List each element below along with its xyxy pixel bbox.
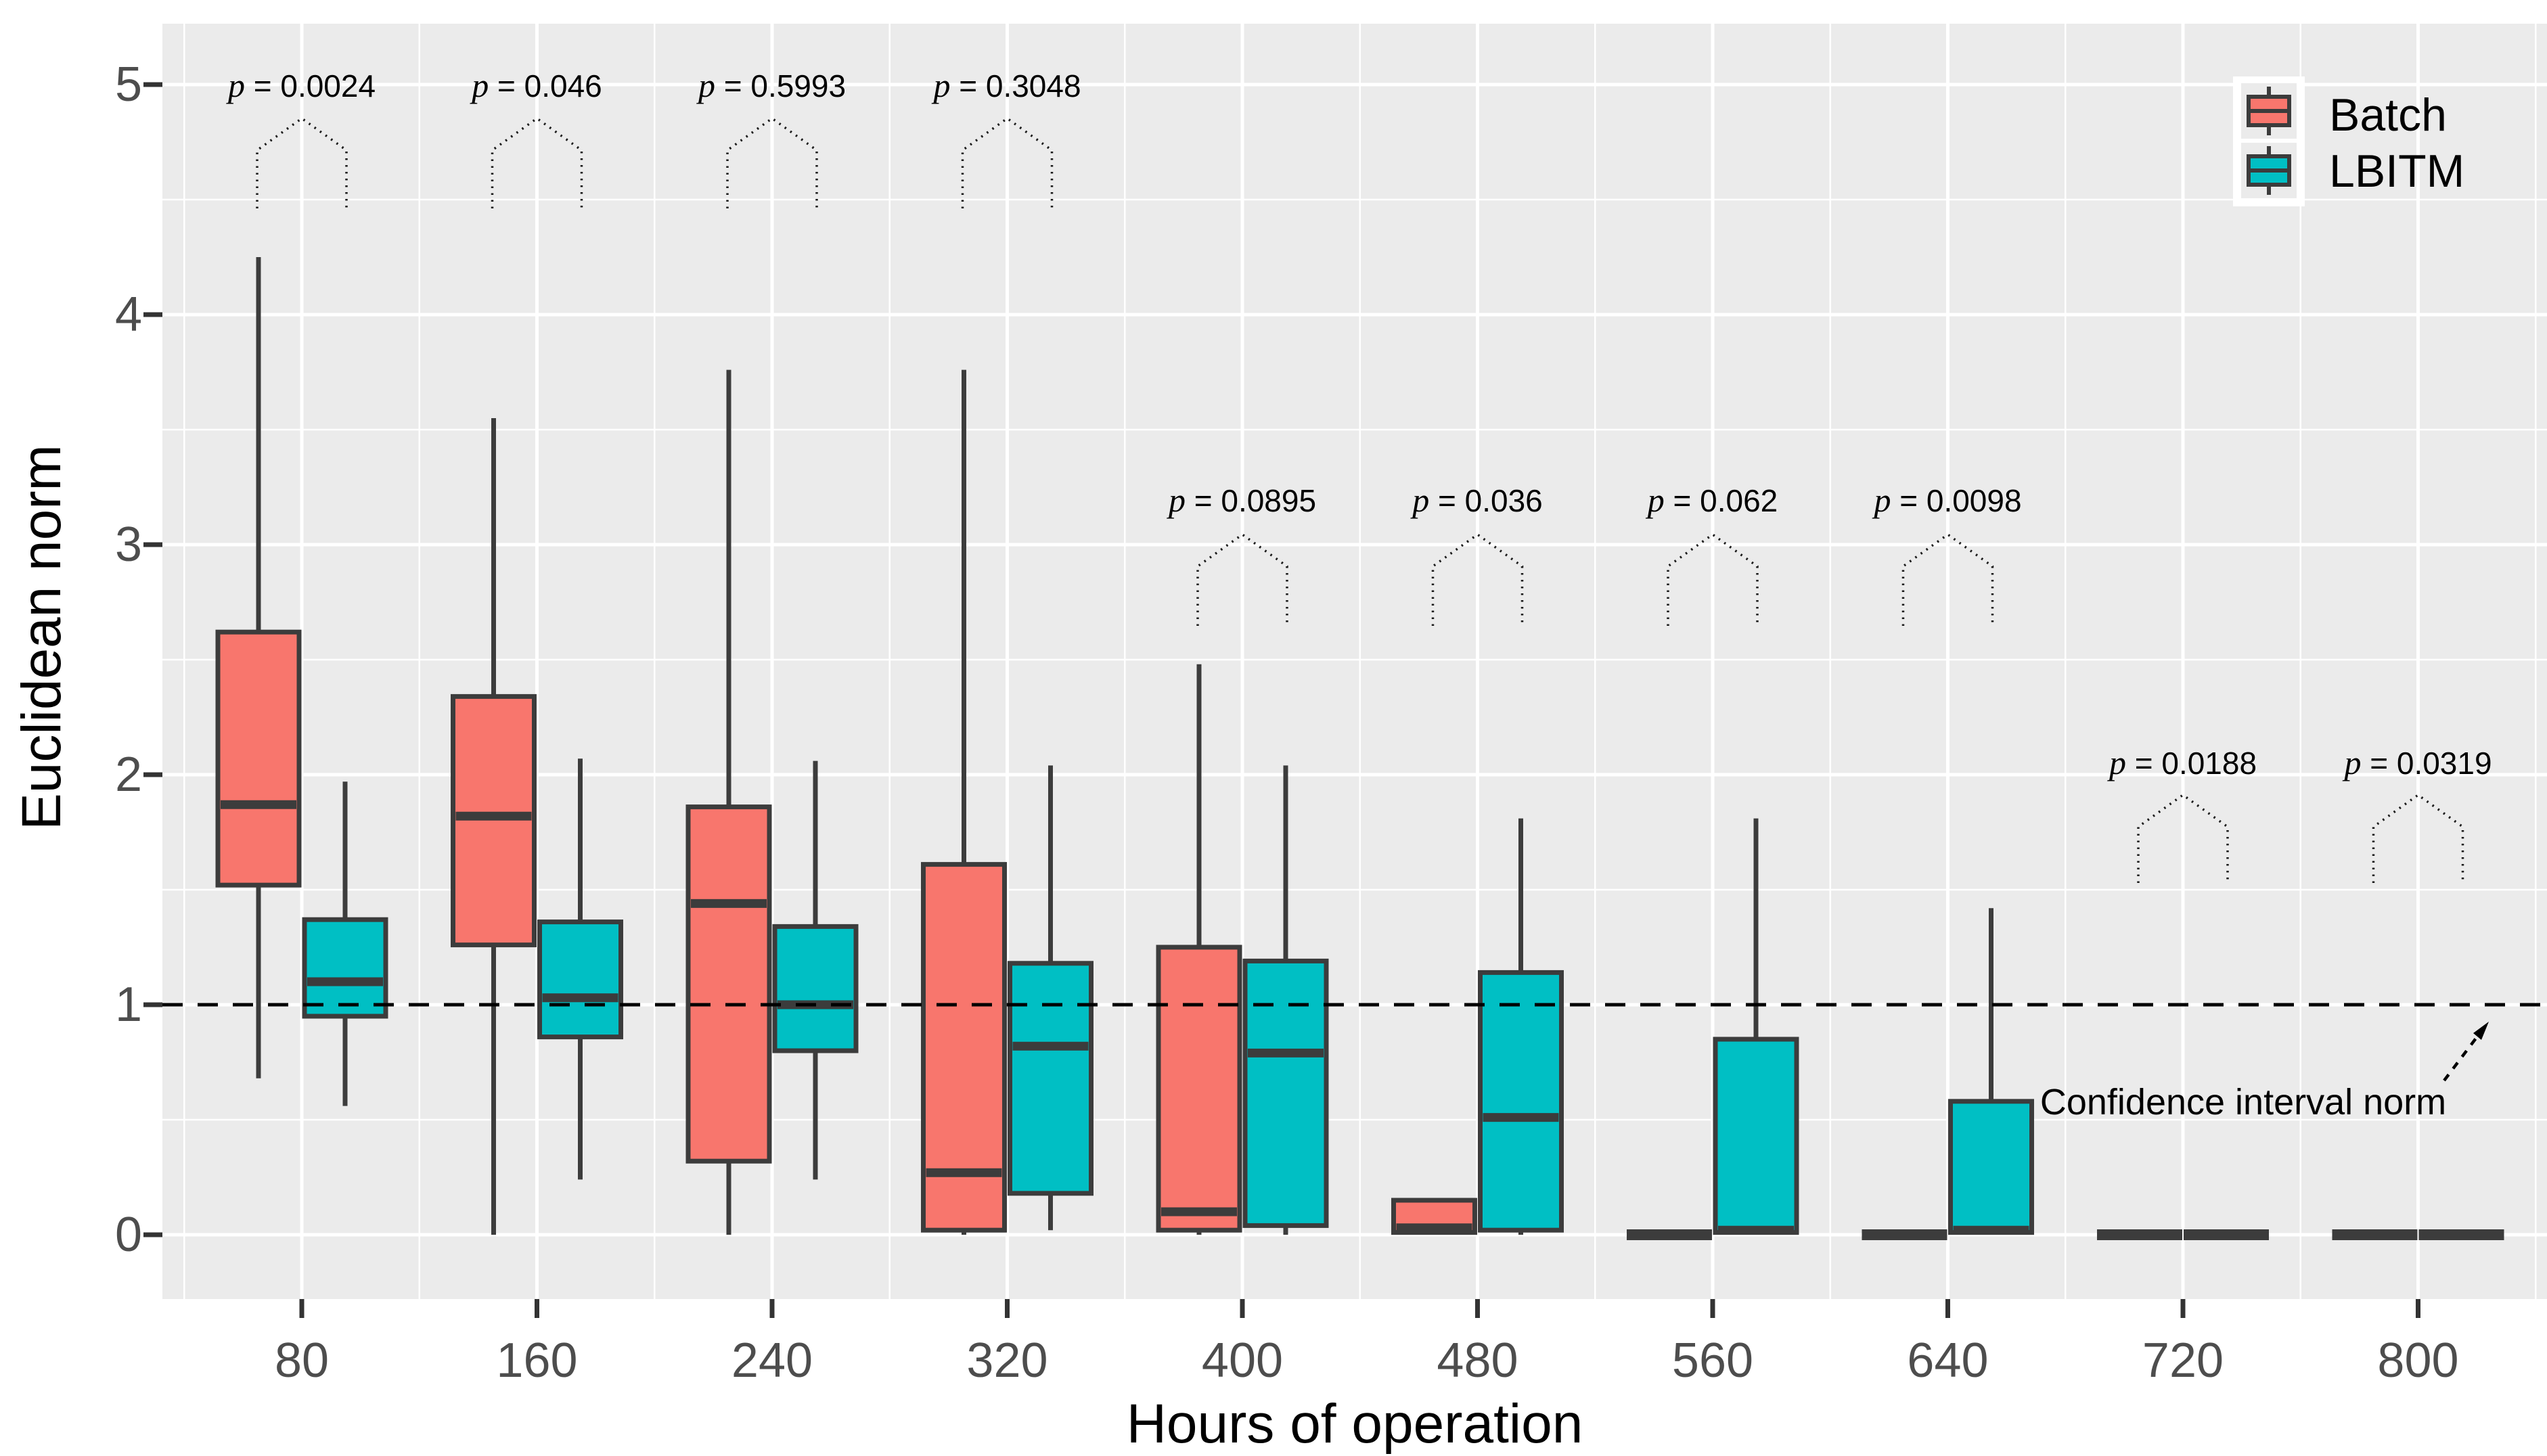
legend-key-batch-icon: [2241, 83, 2297, 139]
x-tick-label-400: 400: [1201, 1334, 1284, 1388]
x-tick-label-800: 800: [2377, 1334, 2459, 1388]
box-batch-800-collapsed: [2332, 1229, 2418, 1240]
box-lbitm-160: [537, 919, 623, 1040]
y-tick-label-0: 0: [114, 1208, 142, 1262]
y-tick-label-2: 2: [114, 748, 142, 802]
y-tick-label-1: 1: [114, 978, 142, 1032]
legend-boxplot-glyph: [2247, 146, 2291, 195]
p-value-400: p = 0.0895: [1168, 481, 1317, 519]
box-batch-640-collapsed: [1862, 1229, 1947, 1240]
box-lbitm-240: [772, 924, 859, 1053]
legend-label-lbitm: LBITM: [2329, 145, 2465, 197]
confidence-interval-annotation: Confidence interval norm: [2039, 1082, 2447, 1122]
y-tick-label-4: 4: [114, 288, 142, 342]
box-batch-400: [1156, 945, 1242, 1233]
p-value-160: p = 0.046: [472, 66, 602, 104]
box-batch-80: [215, 629, 302, 888]
box-batch-160: [451, 693, 537, 948]
p-value-320: p = 0.3048: [933, 66, 1081, 104]
x-tick-label-560: 560: [1671, 1334, 1754, 1388]
box-lbitm-800-collapsed: [2418, 1229, 2504, 1240]
x-tick-label-320: 320: [966, 1334, 1048, 1388]
p-value-640: p = 0.0098: [1874, 481, 2022, 519]
x-tick-label-640: 640: [1907, 1334, 1989, 1388]
box-lbitm-320: [1008, 961, 1094, 1196]
y-axis-title: Euclidean norm: [11, 445, 72, 830]
legend-key-lbitm-icon: [2241, 143, 2297, 198]
box-lbitm-560: [1713, 1037, 1799, 1235]
x-axis-title: Hours of operation: [1126, 1393, 1583, 1455]
box-lbitm-640: [1948, 1099, 2034, 1235]
x-tick-label-480: 480: [1437, 1334, 1518, 1388]
p-value-80: p = 0.0024: [227, 66, 376, 104]
p-value-240: p = 0.5993: [698, 66, 847, 104]
box-lbitm-720-collapsed: [2184, 1229, 2269, 1240]
x-tick-label-240: 240: [731, 1334, 813, 1388]
y-tick-label-3: 3: [114, 518, 142, 572]
x-tick-label-720: 720: [2142, 1334, 2224, 1388]
box-lbitm-400: [1242, 958, 1329, 1228]
box-batch-240: [685, 804, 772, 1164]
box-lbitm-480: [1478, 970, 1564, 1233]
box-batch-720-collapsed: [2097, 1229, 2182, 1240]
plot-panel: [162, 24, 2547, 1299]
legend-label-batch: Batch: [2329, 89, 2447, 141]
p-value-720: p = 0.0188: [2109, 744, 2257, 781]
y-tick-label-5: 5: [114, 58, 142, 112]
x-tick-label-160: 160: [496, 1334, 578, 1388]
p-value-480: p = 0.036: [1412, 481, 1543, 519]
box-batch-560-collapsed: [1627, 1229, 1712, 1240]
x-tick-label-80: 80: [274, 1334, 330, 1388]
p-value-800: p = 0.0319: [2344, 744, 2492, 781]
annotation-arrowhead: [2473, 1022, 2489, 1040]
legend-boxplot-glyph: [2247, 87, 2291, 135]
p-value-560: p = 0.062: [1647, 481, 1778, 519]
box-lbitm-80: [302, 917, 388, 1019]
